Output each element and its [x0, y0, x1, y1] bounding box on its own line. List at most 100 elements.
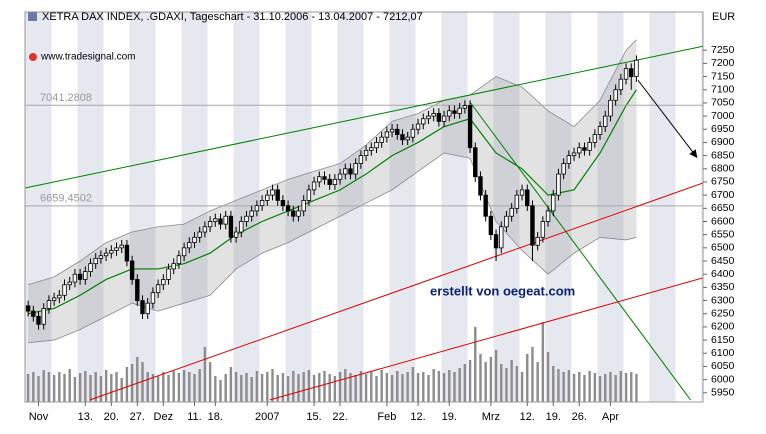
candle-body: [504, 215, 509, 228]
candle-body: [363, 149, 369, 157]
candle-body: [322, 176, 327, 180]
candle-body: [556, 173, 561, 196]
volume-bar: [546, 352, 550, 402]
volume-bar: [578, 372, 581, 402]
candle-body: [332, 178, 338, 186]
candle-body: [317, 176, 322, 183]
volume-bar: [162, 372, 165, 402]
volume-bar: [255, 371, 259, 402]
candle-body: [462, 105, 468, 109]
volume-bar: [354, 375, 357, 402]
volume-bar: [151, 374, 155, 402]
y-tick-label: 6850: [711, 149, 735, 161]
volume-bar: [510, 360, 513, 402]
volume-bar: [120, 378, 123, 402]
volume-bar: [375, 376, 378, 402]
candle-body: [197, 231, 202, 238]
y-tick-label: 6450: [711, 255, 735, 267]
candle-body: [51, 297, 57, 301]
y-tick-label: 6900: [711, 136, 735, 148]
candle-body: [369, 147, 374, 151]
volume-bar: [276, 375, 279, 402]
week-stripe: [77, 12, 104, 402]
candle-body: [103, 252, 109, 257]
candle-body: [389, 128, 395, 133]
candle-body: [431, 113, 436, 117]
trend-line: [269, 277, 703, 401]
candle-body: [514, 194, 520, 209]
y-tick-label: 7050: [711, 97, 735, 109]
volume-bar: [26, 374, 30, 402]
volume-bar: [619, 371, 623, 402]
y-tick-label: 6800: [711, 163, 735, 175]
volume-bar: [208, 362, 212, 402]
volume-bar: [167, 375, 170, 402]
unit-label: EUR: [712, 11, 735, 23]
y-tick-label: 6550: [711, 228, 735, 240]
volume-bar: [52, 375, 56, 402]
volume-bar: [271, 369, 274, 402]
candle-body: [98, 255, 104, 259]
volume-bar: [193, 374, 196, 402]
candle-body: [166, 268, 171, 280]
volume-bar: [401, 374, 404, 402]
volume-bar: [359, 371, 363, 402]
volume-bar: [234, 372, 238, 402]
candle-body: [135, 279, 140, 301]
y-tick-label: 7100: [711, 84, 735, 96]
volume-bar: [344, 369, 347, 402]
volume-bar: [416, 373, 420, 402]
volume-bar: [604, 374, 607, 402]
candle-body: [592, 134, 598, 143]
candle-body: [441, 115, 447, 122]
candle-body: [114, 247, 119, 251]
volume-bar: [104, 370, 108, 402]
volume-bar: [198, 369, 201, 402]
candle-body: [202, 226, 208, 233]
candle-body: [452, 110, 457, 114]
candle-body: [57, 294, 62, 299]
y-tick-label: 6100: [711, 347, 735, 359]
week-stripe: [129, 12, 156, 402]
candle-body: [223, 215, 228, 225]
candle-body: [259, 200, 265, 207]
candle-body: [228, 215, 234, 238]
band-fill: [28, 39, 637, 343]
week-stripe: [389, 12, 416, 402]
candle-body: [577, 147, 582, 154]
x-tick-label: Dez: [154, 411, 174, 423]
candle-body: [207, 221, 213, 228]
candle-body: [488, 215, 494, 236]
candle-body: [233, 231, 239, 238]
volume-bar: [214, 376, 217, 402]
volume-bar: [572, 374, 576, 402]
candle-body: [311, 181, 317, 191]
candle-body: [83, 271, 88, 280]
candle-body: [244, 215, 249, 222]
volume-bar: [130, 364, 134, 402]
annotation: erstellt von oegeat.com: [430, 283, 575, 298]
week-stripe: [441, 12, 468, 402]
candle-body: [478, 176, 483, 196]
candle-body: [634, 59, 639, 77]
candle-body: [145, 302, 150, 315]
candle-body: [561, 163, 566, 175]
y-tick-label: 6200: [711, 321, 735, 333]
week-stripe: [597, 12, 624, 402]
volume-bar: [32, 372, 35, 402]
y-tick-label: 6700: [711, 189, 735, 201]
volume-bar: [583, 375, 586, 402]
volume-bar: [593, 373, 597, 402]
x-tick-label: 19.: [546, 411, 561, 423]
volume-bar: [47, 372, 51, 402]
candle-body: [150, 292, 156, 304]
volume-bar: [526, 354, 529, 402]
volume-bar: [203, 347, 207, 402]
chart-title: XETRA DAX INDEX, .GDAXI, Tageschart - 31…: [42, 11, 423, 23]
x-tick-label: 27.: [130, 411, 145, 423]
volume-bar: [297, 374, 300, 402]
x-tick-label: 26.: [572, 411, 587, 423]
volume-bar: [84, 371, 87, 402]
volume-bar: [427, 375, 430, 402]
level-label: 6659,4502: [40, 193, 92, 205]
